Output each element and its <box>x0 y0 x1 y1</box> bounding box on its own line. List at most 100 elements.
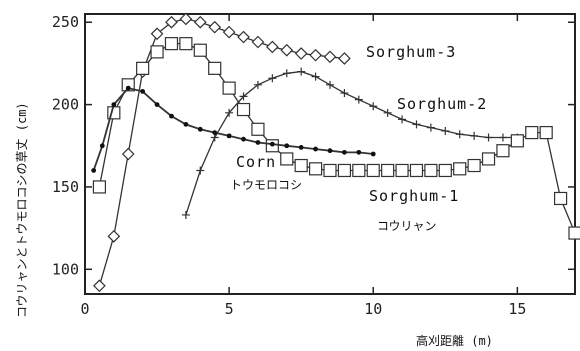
point-sorghum-2 <box>326 80 334 89</box>
point-sorghum-1 <box>280 152 294 166</box>
point-sorghum-2 <box>196 166 205 175</box>
label-sorghum-3: Sorghum-3 <box>366 43 456 61</box>
point-sorghum-2 <box>239 92 248 101</box>
point-sorghum-3 <box>93 279 106 293</box>
point-sorghum-3 <box>150 27 164 41</box>
point-sorghum-3 <box>121 147 135 161</box>
point-corn <box>125 85 131 91</box>
point-sorghum-1 <box>352 163 366 178</box>
point-corn <box>356 149 362 155</box>
point-corn <box>154 102 160 107</box>
point-corn <box>284 143 290 149</box>
point-corn <box>269 141 275 147</box>
point-sorghum-1 <box>92 180 107 194</box>
plot-frame <box>84 13 576 295</box>
point-corn <box>91 168 97 173</box>
point-sorghum-1 <box>136 61 150 75</box>
point-sorghum-1 <box>510 134 524 148</box>
point-sorghum-1 <box>164 37 179 51</box>
point-sorghum-3 <box>208 20 222 34</box>
point-sorghum-3 <box>309 48 322 62</box>
point-corn <box>226 133 232 139</box>
point-corn <box>140 89 146 94</box>
point-sorghum-2 <box>369 102 378 111</box>
point-sorghum-1 <box>193 43 207 57</box>
label-corn-jp: トウモロコシ <box>230 178 302 192</box>
point-sorghum-1 <box>496 144 510 158</box>
label-sorghum-1: Sorghum-1 <box>369 187 459 205</box>
point-sorghum-3 <box>266 40 279 54</box>
series-sorghum-3 <box>93 12 351 293</box>
point-sorghum-1 <box>438 163 452 178</box>
point-corn <box>298 145 304 150</box>
point-sorghum-1 <box>539 125 553 140</box>
point-sorghum-2 <box>412 120 421 129</box>
point-sorghum-3 <box>165 15 178 29</box>
point-sorghum-3 <box>294 47 308 60</box>
point-sorghum-1 <box>308 162 323 176</box>
point-sorghum-1 <box>323 163 337 178</box>
point-sorghum-3 <box>107 230 121 243</box>
point-sorghum-3 <box>280 43 294 57</box>
point-corn <box>183 121 189 127</box>
y-tick-label: 250 <box>52 13 79 31</box>
annotations: Sorghum-3 Sorghum-2 Sorghum-1 コウリャン Corn… <box>230 43 486 233</box>
series-corn <box>91 85 376 173</box>
point-sorghum-1 <box>568 226 580 240</box>
point-sorghum-3 <box>222 25 236 39</box>
point-sorghum-1 <box>179 37 193 51</box>
x-tick-label: 10 <box>364 300 382 318</box>
point-sorghum-2 <box>498 133 507 142</box>
point-corn <box>342 149 347 155</box>
point-corn <box>313 146 318 152</box>
series-layer <box>91 12 580 293</box>
point-sorghum-1 <box>381 163 395 178</box>
point-corn <box>169 113 174 119</box>
point-corn <box>370 151 376 157</box>
x-tick-label: 15 <box>508 300 526 318</box>
point-sorghum-2 <box>398 115 407 124</box>
y-tick-label: 100 <box>52 260 79 278</box>
point-sorghum-2 <box>441 126 450 135</box>
point-sorghum-3 <box>323 50 337 64</box>
x-tick-label: 0 <box>80 300 89 318</box>
point-corn <box>241 136 246 142</box>
point-sorghum-2 <box>253 80 262 89</box>
point-corn <box>197 126 203 132</box>
point-sorghum-3 <box>193 15 207 29</box>
series-line-sorghum-1 <box>98 42 576 234</box>
point-sorghum-2 <box>297 67 306 76</box>
x-tick-label: 5 <box>225 300 234 318</box>
point-corn <box>212 130 218 135</box>
y-tick-label: 200 <box>52 96 79 114</box>
label-sorghum-jp: コウリャン <box>377 219 437 233</box>
point-sorghum-2 <box>484 133 493 142</box>
point-sorghum-1 <box>294 158 308 173</box>
point-sorghum-3 <box>251 35 265 49</box>
point-sorghum-1 <box>453 162 467 176</box>
point-sorghum-2 <box>354 95 363 104</box>
point-corn <box>255 140 261 145</box>
point-sorghum-2 <box>470 131 479 140</box>
point-corn <box>111 102 117 107</box>
point-sorghum-2 <box>268 74 277 83</box>
point-sorghum-3 <box>237 30 250 44</box>
point-corn <box>327 148 333 154</box>
series-line-sorghum-3 <box>98 18 345 286</box>
point-sorghum-1 <box>525 125 539 140</box>
point-sorghum-3 <box>179 12 193 26</box>
series-line-corn <box>92 87 374 171</box>
x-axis-title: 高刈距離 (m) <box>416 333 493 348</box>
point-sorghum-1 <box>424 163 438 178</box>
point-sorghum-1 <box>121 78 135 92</box>
point-sorghum-1 <box>467 158 481 173</box>
point-sorghum-1 <box>395 163 409 178</box>
point-corn <box>99 143 105 149</box>
point-sorghum-2 <box>282 69 291 78</box>
y-axis-title: コウリャンとトウモロコシの草丈 (cm) <box>15 102 29 318</box>
point-sorghum-1 <box>208 61 222 75</box>
point-sorghum-1 <box>222 81 236 95</box>
point-sorghum-3 <box>338 52 351 65</box>
ticks: 0 5 10 15 100 150 200 250 <box>52 13 575 318</box>
